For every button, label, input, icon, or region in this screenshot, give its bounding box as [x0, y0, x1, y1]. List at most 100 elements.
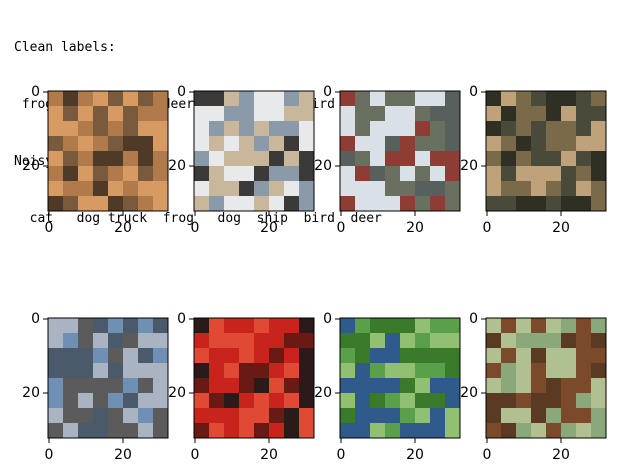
- image-pixel: [254, 196, 270, 212]
- image-pixel: [108, 166, 124, 182]
- image-pixel: [385, 333, 401, 349]
- image-pixel: [224, 166, 240, 182]
- image-pixel: [486, 196, 502, 212]
- image-pixel: [224, 106, 240, 122]
- image-pixel: [415, 363, 431, 379]
- image-pixel: [400, 318, 416, 334]
- image-pixel: [400, 91, 416, 107]
- image-pixel: [269, 91, 285, 107]
- image-pixel: [516, 423, 532, 439]
- axes-frame: [485, 317, 607, 439]
- image-pixel: [430, 181, 446, 197]
- image-pixel: [546, 423, 562, 439]
- image-pixel: [48, 181, 64, 197]
- image-pixel: [239, 136, 255, 152]
- image-pixel: [138, 348, 154, 364]
- image-pixel: [108, 106, 124, 122]
- image-pixel: [576, 151, 592, 167]
- image-pixel: [194, 333, 210, 349]
- image-pixel: [224, 423, 240, 439]
- image-pixel: [224, 318, 240, 334]
- image-pixel: [93, 378, 109, 394]
- image-pixel: [385, 166, 401, 182]
- image-pixel: [370, 423, 386, 439]
- axes-frame: [193, 317, 315, 439]
- image-pixel: [254, 363, 270, 379]
- image-pixel: [501, 333, 517, 349]
- y-tick-label: 20: [460, 385, 478, 401]
- x-tick-label: 0: [337, 220, 346, 236]
- image-pixel: [108, 181, 124, 197]
- image-pixel: [355, 196, 371, 212]
- image-pixel: [63, 121, 79, 137]
- image-pixel: [400, 121, 416, 137]
- image-pixel: [284, 166, 300, 182]
- image-pixel: [123, 423, 139, 439]
- image-pixel: [546, 393, 562, 409]
- image-pixel: [48, 106, 64, 122]
- y-tick-label: 0: [177, 311, 186, 327]
- image-pixel: [209, 408, 225, 424]
- x-tick-label: 20: [114, 220, 132, 236]
- y-tick-label: 20: [314, 385, 332, 401]
- image-pixel: [576, 136, 592, 152]
- image-pixel: [284, 423, 300, 439]
- image-pixel: [239, 393, 255, 409]
- image-pixel: [254, 91, 270, 107]
- image-pixel: [239, 408, 255, 424]
- panel-car: [43, 317, 169, 443]
- image-pixel: [138, 181, 154, 197]
- image-pixel: [355, 121, 371, 137]
- image-pixel: [340, 106, 356, 122]
- image-pixel: [239, 333, 255, 349]
- image-pixel: [138, 363, 154, 379]
- image-pixel: [486, 318, 502, 334]
- x-tick-label: 20: [260, 447, 278, 463]
- image-pixel: [123, 166, 139, 182]
- image-pixel: [224, 408, 240, 424]
- image-pixel: [561, 393, 577, 409]
- image-pixel: [340, 378, 356, 394]
- image-pixel: [430, 136, 446, 152]
- noisy-labels-line: cat dog truck frog dog ship bird deer: [14, 211, 382, 226]
- image-pixel: [355, 423, 371, 439]
- image-pixel: [209, 423, 225, 439]
- image-pixel: [445, 408, 461, 424]
- image-pixel: [486, 121, 502, 137]
- image-pixel: [445, 136, 461, 152]
- image-pixel: [516, 196, 532, 212]
- image-pixel: [531, 423, 547, 439]
- image-pixel: [516, 166, 532, 182]
- image-pixel: [400, 408, 416, 424]
- panel-deer: [481, 90, 607, 216]
- image-pixel: [138, 166, 154, 182]
- image-pixel: [430, 408, 446, 424]
- image-pixel: [546, 348, 562, 364]
- image-pixel: [531, 363, 547, 379]
- image-pixel: [48, 196, 64, 212]
- image-pixel: [355, 408, 371, 424]
- image-pixel: [299, 166, 315, 182]
- image-pixel: [370, 91, 386, 107]
- image-pixel: [561, 136, 577, 152]
- image-pixel: [591, 408, 607, 424]
- image-pixel: [209, 121, 225, 137]
- image-pixel: [153, 378, 169, 394]
- image-pixel: [370, 181, 386, 197]
- image-pixel: [194, 423, 210, 439]
- image-pixel: [78, 121, 94, 137]
- image-pixel: [224, 333, 240, 349]
- image-pixel: [546, 181, 562, 197]
- image-pixel: [415, 181, 431, 197]
- image-pixel: [561, 318, 577, 334]
- image-pixel: [93, 166, 109, 182]
- image-pixel: [63, 151, 79, 167]
- image-pixel: [355, 318, 371, 334]
- image-pixel: [78, 91, 94, 107]
- image-pixel: [445, 181, 461, 197]
- y-tick-label: 20: [22, 385, 40, 401]
- image-pixel: [385, 318, 401, 334]
- image-pixel: [194, 166, 210, 182]
- y-tick-label: 0: [469, 311, 478, 327]
- image-pixel: [153, 196, 169, 212]
